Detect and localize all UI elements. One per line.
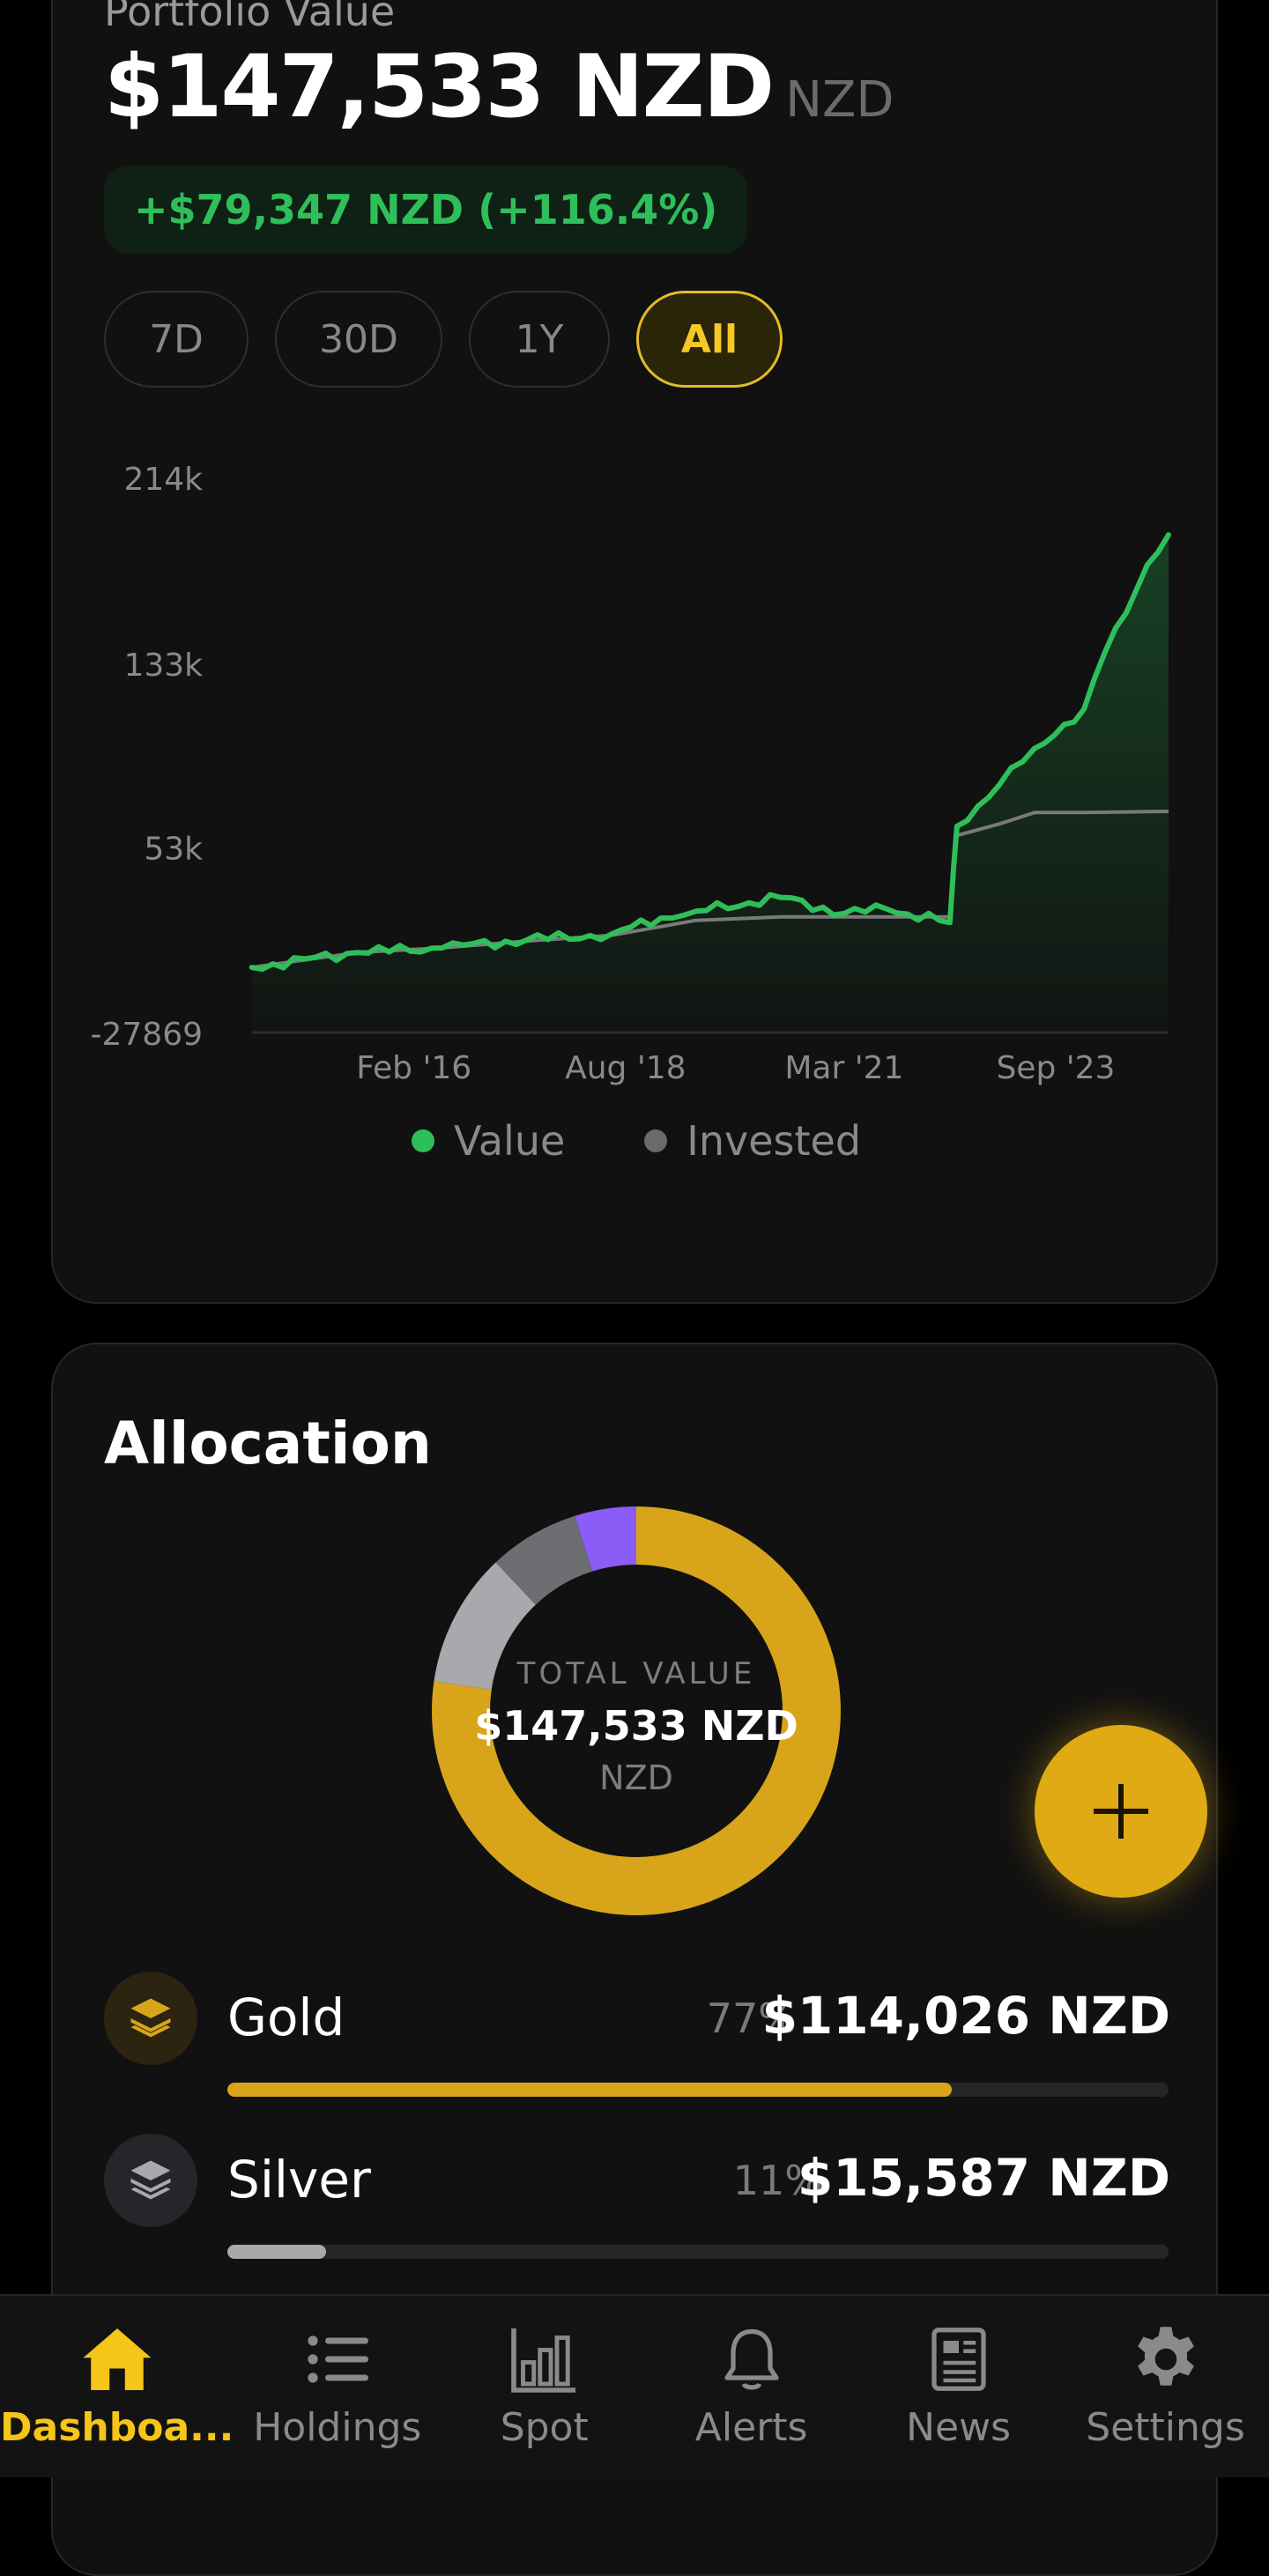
nav-news[interactable]: News (855, 2296, 1062, 2477)
allocation-row-amount: $15,587 NZD (797, 2148, 1170, 2208)
allocation-row-amount: $114,026 NZD (761, 1986, 1170, 2046)
portfolio-currency: NZD (785, 71, 894, 129)
gold-progress-track (227, 2083, 1169, 2097)
legend-invested-label: Invested (686, 1117, 862, 1165)
bar-chart-icon (510, 2328, 575, 2393)
allocation-row-gold[interactable]: Gold 77% $114,026 NZD (104, 1972, 1170, 2077)
range-selector: 7D 30D 1Y All (104, 291, 783, 388)
nav-label: Spot (500, 2405, 589, 2450)
range-1y-button[interactable]: 1Y (469, 291, 610, 388)
value-area-fill (251, 535, 1169, 1033)
list-icon (308, 2335, 368, 2383)
layers-icon (130, 1998, 171, 2038)
allocation-row-pct: 77% (706, 1995, 797, 2042)
add-holding-button[interactable] (1035, 1725, 1207, 1898)
y-tick-label: -27869 (90, 1017, 203, 1053)
allocation-donut: TOTAL VALUE $147,533 NZD NZD (432, 1506, 841, 1915)
chart-legend: Value Invested (53, 1117, 1220, 1165)
portfolio-title: Portfolio Value (104, 0, 396, 35)
nav-spot[interactable]: Spot (441, 2296, 648, 2477)
bell-icon (724, 2328, 779, 2390)
portfolio-value: $147,533 NZD NZD (104, 37, 894, 137)
allocation-row-pct: 11% (732, 2157, 823, 2204)
nav-settings[interactable]: Settings (1062, 2296, 1269, 2477)
portfolio-chart: 214k 133k 53k -27869 Feb '16 Aug '18 Mar '21 Se… (90, 462, 1171, 1086)
y-tick-label: 133k (123, 648, 203, 684)
nav-label: Settings (1086, 2405, 1245, 2450)
nav-label: Holdings (253, 2405, 422, 2450)
nav-label: Alerts (694, 2405, 808, 2450)
legend-value-label: Value (453, 1117, 566, 1165)
y-tick-label: 53k (144, 831, 203, 867)
donut-center-value: $147,533 NZD (474, 1702, 798, 1750)
allocation-row-silver[interactable]: Silver 11% $15,587 NZD (104, 2134, 1170, 2239)
portfolio-value-amount: $147,533 NZD (104, 37, 775, 137)
value-series-line (249, 532, 1171, 973)
bottom-nav: Dashboa... Holdings Spot Alerts (0, 2294, 1269, 2477)
nav-dashboard[interactable]: Dashboa... (0, 2296, 234, 2477)
range-30d-button[interactable]: 30D (275, 291, 442, 388)
silver-progress-track (227, 2245, 1169, 2259)
allocation-title: Allocation (104, 1410, 432, 1477)
legend-invested-dot (644, 1129, 668, 1152)
range-7d-button[interactable]: 7D (104, 291, 249, 388)
allocation-row-name: Gold (227, 1988, 345, 2047)
newspaper-icon (931, 2328, 986, 2391)
nav-holdings[interactable]: Holdings (234, 2296, 441, 2477)
home-icon (83, 2328, 152, 2390)
layers-icon (130, 2160, 171, 2200)
plus-icon (1094, 1784, 1148, 1839)
nav-label: News (906, 2405, 1012, 2450)
x-tick-label: Aug '18 (565, 1050, 686, 1086)
portfolio-card: Portfolio Value $147,533 NZD NZD +$79,34… (51, 0, 1218, 1304)
donut-center-currency: NZD (599, 1758, 673, 1797)
y-tick-label: 214k (123, 462, 203, 498)
nav-alerts[interactable]: Alerts (648, 2296, 855, 2477)
gear-icon (1137, 2327, 1194, 2386)
x-tick-label: Mar '21 (784, 1050, 903, 1086)
silver-icon-badge (104, 2134, 197, 2227)
legend-value: Value (411, 1117, 566, 1165)
x-tick-label: Feb '16 (356, 1050, 471, 1086)
legend-invested: Invested (644, 1117, 861, 1165)
nav-label: Dashboa... (0, 2405, 234, 2450)
x-tick-label: Sep '23 (996, 1050, 1115, 1086)
allocation-row-name: Silver (227, 2150, 371, 2210)
gain-badge: +$79,347 NZD (+116.4%) (104, 166, 748, 254)
gold-progress-fill (227, 2083, 953, 2097)
range-all-button[interactable]: All (636, 291, 783, 388)
legend-value-dot (411, 1129, 434, 1152)
donut-slice-other-2 (432, 1506, 841, 1915)
gold-icon-badge (104, 1972, 197, 2065)
donut-center-label: TOTAL VALUE (516, 1656, 756, 1691)
silver-progress-fill (227, 2245, 327, 2259)
